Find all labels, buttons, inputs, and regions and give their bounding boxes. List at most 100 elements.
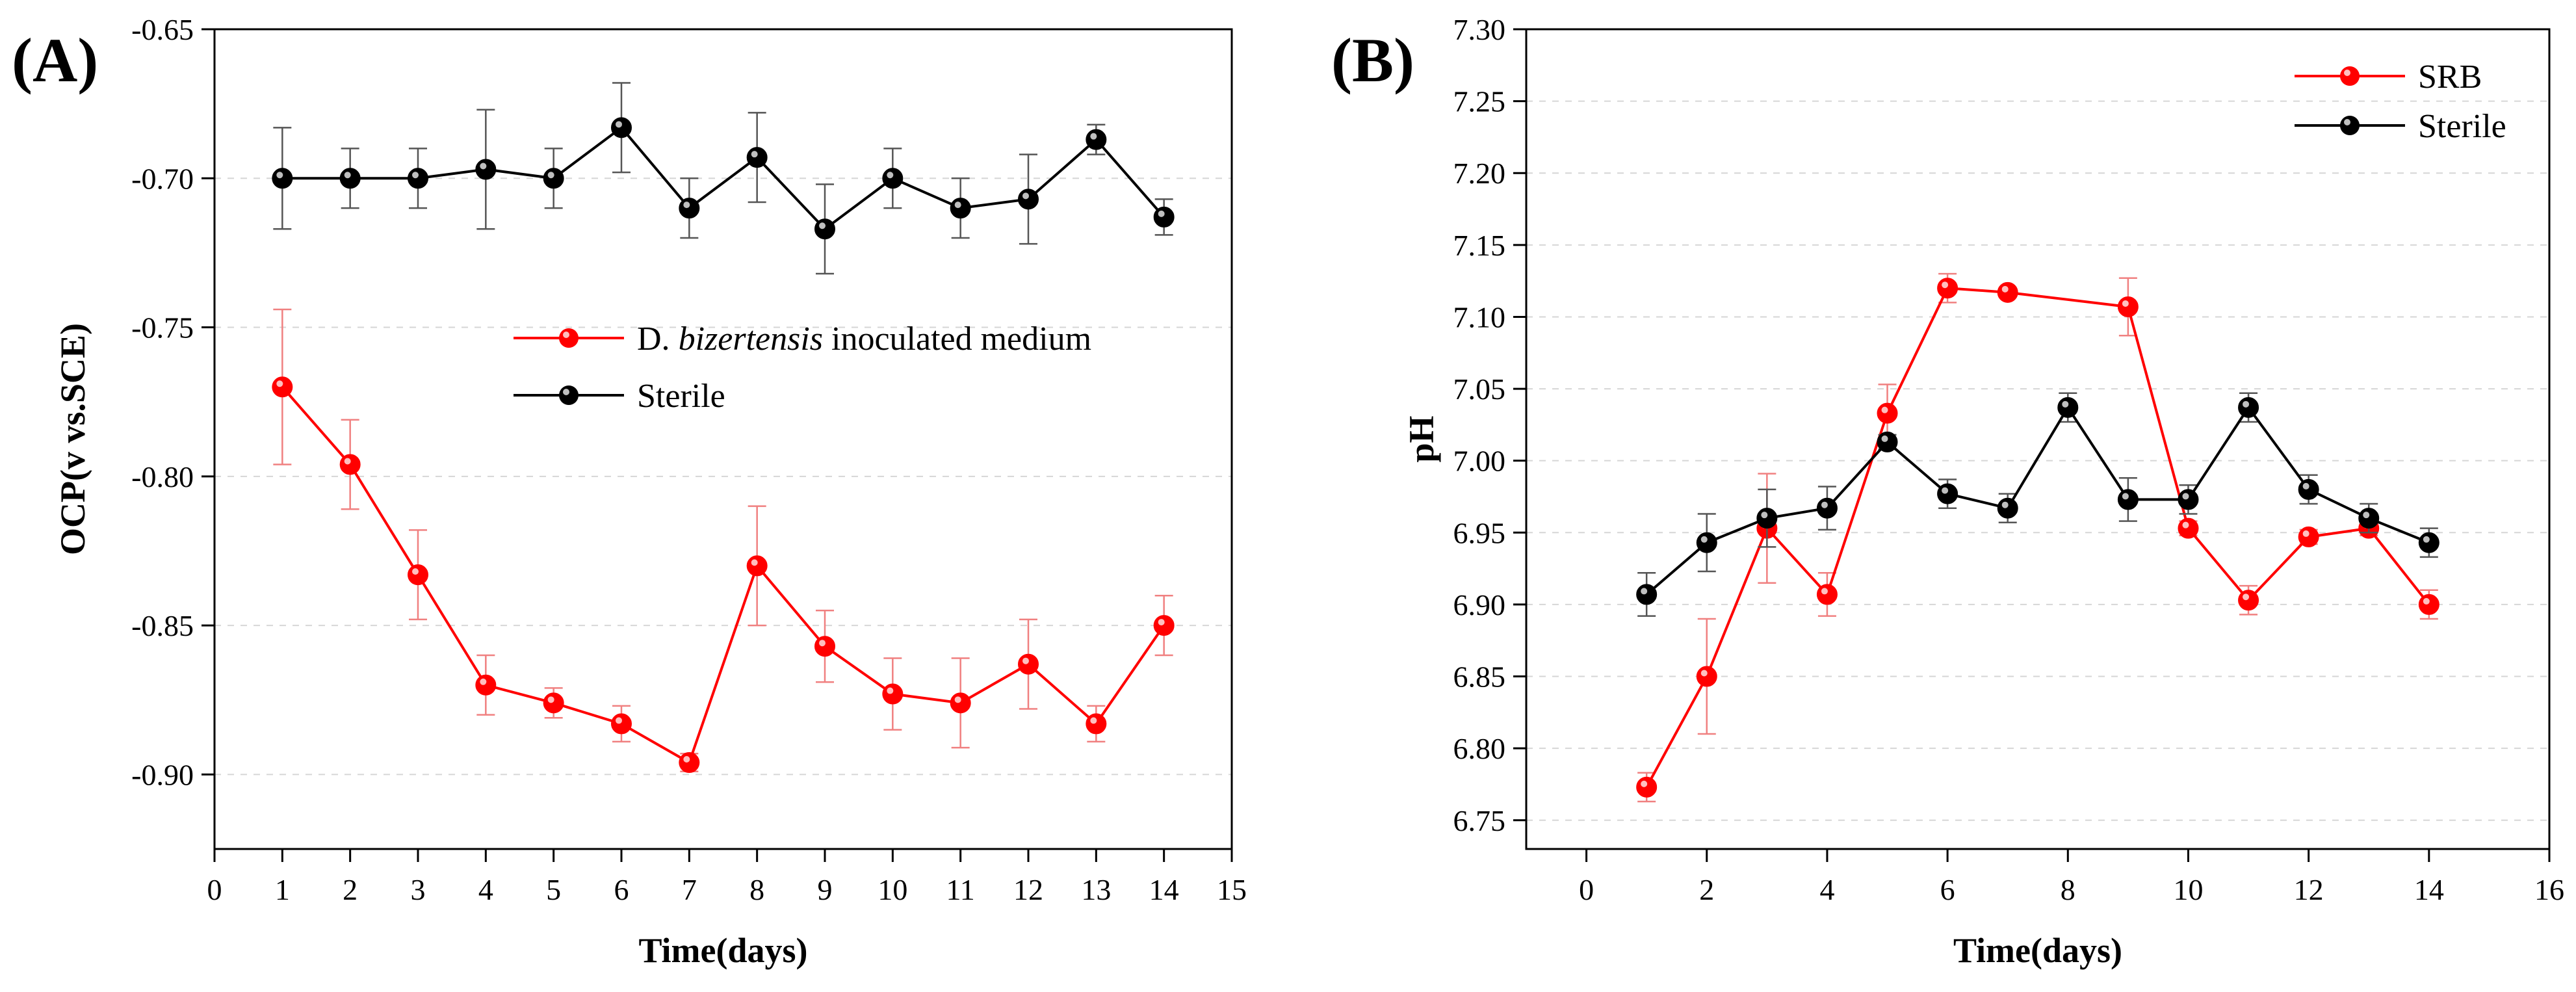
x-axis-title: Time(days): [1953, 931, 2122, 970]
data-point: [1018, 189, 1039, 210]
x-tick-label: 0: [1579, 873, 1594, 906]
y-axis-title: OCP(v vs.SCE): [53, 323, 92, 555]
y-tick-label: 7.00: [1453, 445, 1506, 478]
data-point: [746, 555, 768, 577]
data-point: [2238, 590, 2259, 611]
y-axis-title: pH: [1402, 415, 1441, 462]
chart-panel-b: 0 2 4 6 8 10 12 14 16 6.75 6.80 6.85 6.90 6.95 7.00 7.0…: [1331, 13, 2564, 970]
series-line: [282, 125, 1165, 231]
data-point: [1816, 497, 1838, 519]
data-point: [1153, 615, 1175, 636]
x-tick-label: 2: [1699, 873, 1714, 906]
data-point: [475, 159, 497, 180]
data-point: [2117, 296, 2139, 317]
x-tick-label: 9: [818, 873, 833, 906]
data-point: [746, 147, 768, 168]
data-point: [814, 636, 835, 657]
data-point: [2298, 526, 2319, 547]
data-point: [1696, 666, 1717, 687]
legend-item: Sterile: [2295, 108, 2506, 145]
x-tick-label: 2: [343, 873, 358, 906]
y-tick-label: 7.10: [1453, 300, 1506, 333]
y-tick-label: 7.05: [1453, 372, 1506, 406]
x-tick-label: 6: [614, 873, 629, 906]
y-tick-label: 6.80: [1453, 732, 1506, 765]
series-line: [1645, 405, 2430, 595]
y-tick-label: -0.65: [131, 13, 194, 46]
data-point: [1018, 653, 1039, 675]
x-tick-label: 12: [2294, 873, 2324, 906]
legend-label: SRB: [2418, 59, 2482, 96]
x-tick-label: 4: [1819, 873, 1834, 906]
data-point: [1997, 497, 2018, 519]
data-point: [339, 454, 361, 475]
data-point: [2298, 478, 2319, 500]
y-tick-label: 6.90: [1453, 588, 1506, 621]
data-point: [1937, 278, 1958, 299]
y-tick-label: -0.70: [131, 162, 194, 195]
y-tick-label: 6.85: [1453, 660, 1506, 694]
data-point: [1086, 713, 1107, 735]
legend-label: Sterile: [2418, 108, 2506, 145]
x-tick-label: 13: [1081, 873, 1111, 906]
x-tick-label: 10: [2173, 873, 2203, 906]
data-point: [272, 376, 293, 398]
legend-marker: [2340, 66, 2360, 86]
data-point: [543, 692, 564, 714]
legend: SRB Sterile: [2295, 59, 2506, 145]
data-point: [408, 168, 428, 189]
data-point: [475, 674, 497, 696]
legend-marker: [559, 328, 579, 348]
data-point: [950, 692, 971, 714]
data-point: [2178, 489, 2199, 510]
data-point: [679, 198, 700, 219]
data-point: [1756, 508, 1778, 529]
y-tick-label: 6.95: [1453, 516, 1506, 549]
x-tick-label: 5: [546, 873, 561, 906]
y-tick-label: 7.15: [1453, 229, 1506, 262]
data-point: [1997, 281, 2018, 303]
x-tick-label: 6: [1940, 873, 1955, 906]
data-point: [1816, 584, 1838, 605]
data-point: [2057, 397, 2079, 418]
data-point: [408, 564, 428, 586]
x-tick-label: 11: [946, 873, 975, 906]
y-tick-label: -0.75: [131, 311, 194, 345]
y-tick-label: -0.85: [131, 609, 194, 642]
series-red: [272, 308, 1175, 774]
data-point: [882, 168, 904, 189]
x-tick-label: 7: [682, 873, 697, 906]
y-tick-label: 7.20: [1453, 157, 1506, 190]
data-point: [543, 168, 564, 189]
data-point: [2238, 397, 2259, 418]
x-axis-title: Time(days): [638, 931, 807, 970]
y-tick-label: -0.90: [131, 758, 194, 791]
x-tick-label: 14: [1149, 873, 1179, 906]
data-point: [2418, 532, 2439, 553]
data-point: [679, 752, 700, 774]
series-red: [1636, 272, 2439, 803]
data-point: [1877, 431, 1898, 452]
plot-frame: [213, 28, 1233, 850]
data-point: [1696, 532, 1717, 553]
data-point: [2178, 517, 2199, 539]
plot-frame: [1525, 28, 2551, 850]
series-line: [281, 385, 1165, 764]
x-tick-label: 15: [1217, 873, 1247, 906]
x-tick-label: 3: [411, 873, 426, 906]
data-point: [272, 168, 293, 189]
data-point: [1877, 402, 1898, 424]
data-point: [2418, 594, 2439, 615]
legend-item: SRB: [2295, 59, 2482, 96]
x-tick-label: 4: [478, 873, 493, 906]
series-black: [272, 82, 1175, 275]
legend: D. bizertensis inoculated medium Sterile: [514, 320, 1091, 415]
legend-marker: [559, 385, 579, 405]
data-point: [1636, 584, 1658, 605]
data-point: [1153, 206, 1175, 228]
data-point: [1636, 776, 1658, 798]
x-tick-label: 0: [207, 873, 222, 906]
x-tick-label: 10: [878, 873, 907, 906]
legend-label: D. bizertensis inoculated medium: [637, 320, 1091, 358]
